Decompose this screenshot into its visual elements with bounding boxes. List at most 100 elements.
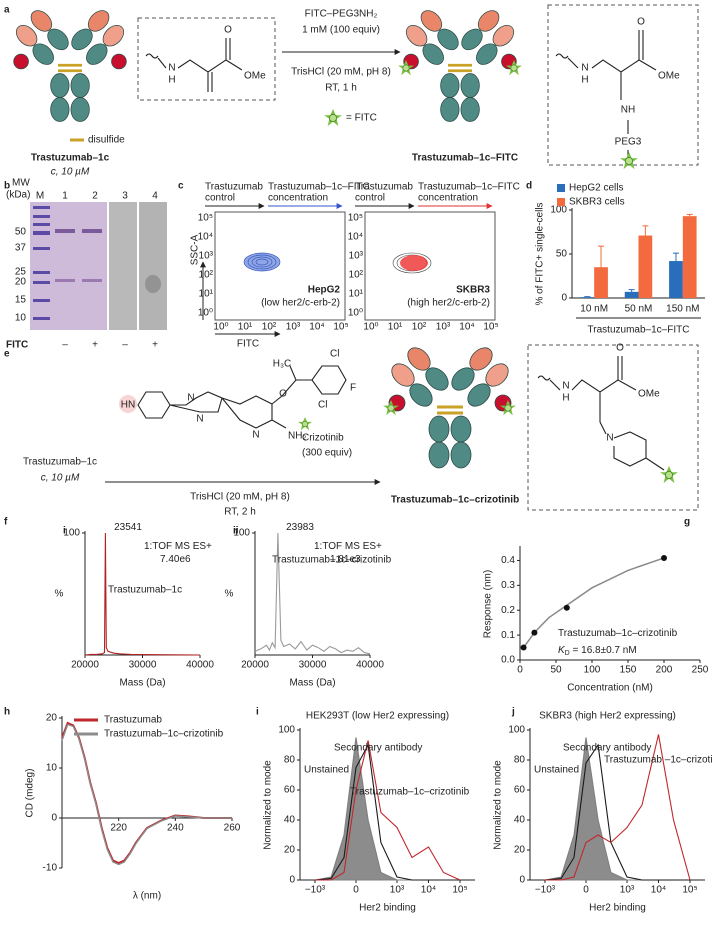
x-tick-label: 260 <box>224 823 241 834</box>
label: 10¹ <box>388 322 403 333</box>
x-tick-label: 10⁵ <box>682 885 697 896</box>
label: OMe <box>658 71 680 82</box>
scheme-e <box>105 344 699 511</box>
label: N <box>252 430 259 441</box>
label: 10³ <box>436 322 451 333</box>
y-tick-label: 0 <box>51 813 57 824</box>
series-line <box>61 723 232 866</box>
series-label: Unstained <box>304 765 349 776</box>
label: O <box>637 17 645 28</box>
label: PEG3 <box>615 137 642 148</box>
annotation: 1:TOF MS ES+ <box>144 541 212 552</box>
y-tick-label: 0.3 <box>501 580 515 591</box>
panel-label: b <box>4 181 10 192</box>
annotation: 1:TOF MS ES+ <box>314 541 382 552</box>
error-bar <box>628 289 635 292</box>
label: SKBR3 <box>456 285 490 296</box>
label: O <box>279 389 287 400</box>
annotation: 7.40e6 <box>160 554 191 565</box>
y-axis-label: % <box>55 589 64 600</box>
label: H₃C <box>273 359 292 370</box>
x-tick-label: 150 <box>620 665 637 676</box>
x-tick-label: 50 <box>550 665 562 676</box>
label: HN <box>121 400 135 411</box>
error-bar <box>686 213 693 217</box>
label: 10³ <box>349 251 364 262</box>
annotation-part: 23541 <box>114 522 142 533</box>
label: N <box>187 393 194 404</box>
x-tick-label: 220 <box>110 823 127 834</box>
label: control <box>355 193 385 204</box>
label: 10¹ <box>349 289 364 300</box>
label: TrisHCl (20 mM, pH 8) <box>190 492 290 503</box>
label: 10⁴ <box>459 322 474 333</box>
label: M <box>36 191 44 202</box>
x-tick-label: 50 nM <box>625 304 653 315</box>
label: NH₂ <box>288 431 306 442</box>
label: N <box>562 381 569 392</box>
y-tick-label: 0 <box>289 875 295 886</box>
annotation: 23983 <box>286 522 314 533</box>
label: c, 10 µM <box>51 167 90 178</box>
x-tick-label: −10³ <box>305 885 326 896</box>
x-tick-label: 40000 <box>186 660 214 671</box>
label: + <box>92 340 98 351</box>
x-tick-label: 150 nM <box>666 304 699 315</box>
x-tick-label: 240 <box>167 823 184 834</box>
panel-label: e <box>4 349 10 360</box>
label: disulfide <box>88 135 125 146</box>
y-tick-label: 100 <box>233 528 250 539</box>
label: 20 <box>15 277 27 288</box>
series-label: Secondary antibody <box>563 743 651 754</box>
label: 10⁰ <box>363 322 378 333</box>
x-tick-label: 10⁵ <box>452 885 467 896</box>
x-tick-label: 0 <box>583 885 589 896</box>
x-tick-label: 10³ <box>390 885 405 896</box>
label: 3 <box>122 191 128 202</box>
error-bar <box>672 252 679 262</box>
x-tick-label: 20000 <box>241 660 269 671</box>
point <box>661 554 667 561</box>
label: 10⁰ <box>198 308 213 319</box>
flow-plots <box>200 203 496 337</box>
label: 10⁵ <box>333 322 348 333</box>
label: 10¹ <box>238 322 253 333</box>
series-label: Secondary antibody <box>334 743 422 754</box>
label: 2 <box>92 191 98 202</box>
x-tick-label: −10³ <box>535 885 556 896</box>
label: Trastuzumab–1c <box>23 457 97 468</box>
y-tick-label: 0.4 <box>501 555 515 566</box>
y-tick-label: 0 <box>519 875 525 886</box>
point <box>563 604 570 611</box>
bar <box>669 261 683 298</box>
annotation-part: = 16.8±0.7 nM <box>570 645 637 656</box>
panel-label: h <box>4 707 10 718</box>
panel-label: j <box>511 707 515 718</box>
label: 10⁴ <box>309 322 324 333</box>
label: Trastuzumab–1c–crizotinib <box>391 495 519 506</box>
y-tick-label: 0.2 <box>501 605 515 616</box>
label: concentration <box>418 193 478 204</box>
annotation: 23541 <box>114 522 142 533</box>
x-tick-label: 10³ <box>620 885 635 896</box>
label: 15 <box>15 295 27 306</box>
label: O <box>224 25 232 36</box>
panel-label: d <box>526 181 532 192</box>
y-tick-label: 80 <box>514 755 526 766</box>
annotation-part: K <box>558 645 566 656</box>
x-axis-label: Mass (Da) <box>119 678 165 689</box>
label: SSC-A <box>190 234 201 265</box>
label: 10 <box>15 313 27 324</box>
label: RT, 1 h <box>325 83 357 94</box>
panel-label: f <box>4 517 8 528</box>
x-tick-label: 200 <box>656 665 673 676</box>
label: 10³ <box>286 322 301 333</box>
y-tick-label: 60 <box>284 785 296 796</box>
label: concentration <box>268 193 328 204</box>
y-tick-label: 20 <box>514 845 526 856</box>
y-tick-label: 0 <box>561 293 567 304</box>
annotation-part: 7.40e6 <box>160 554 191 565</box>
x-tick-label: 30000 <box>129 660 157 671</box>
label: N <box>168 63 175 74</box>
gel <box>30 202 167 330</box>
